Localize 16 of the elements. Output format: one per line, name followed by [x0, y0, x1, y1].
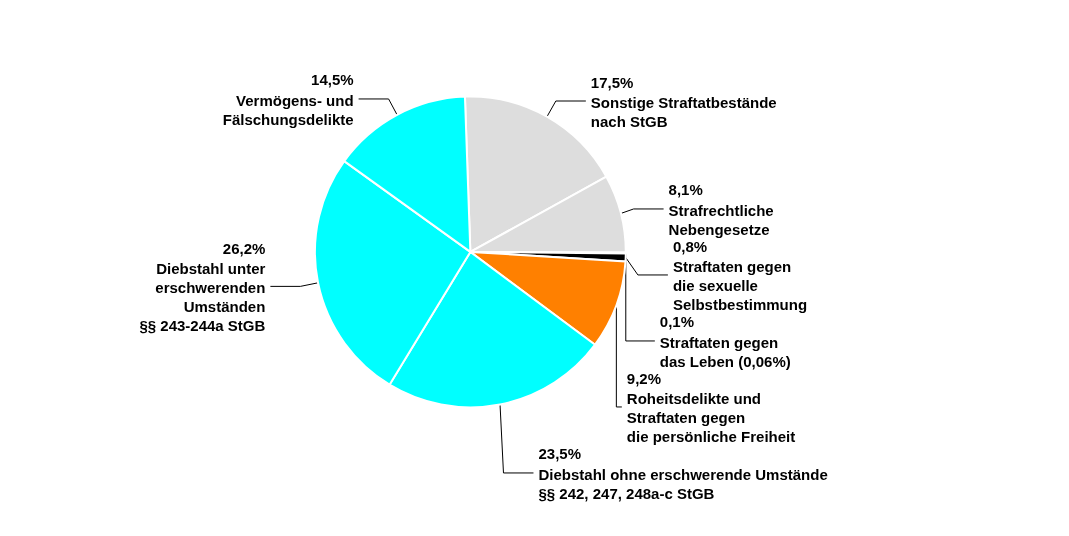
slice-label: Sonstige Straftatbestände nach StGB — [590, 94, 777, 131]
data-label: 0,1% — [659, 313, 695, 331]
slice-label: Straftaten gegen das Leben (0,06%) — [659, 333, 791, 370]
data-label: 26,2% — [222, 239, 266, 257]
slice-label: Vermögens- und Fälschungsdelikte — [222, 91, 354, 128]
data-label: 17,5% — [590, 73, 634, 91]
data-label: 9,2% — [626, 369, 662, 387]
slice-label: Diebstahl ohne erschwerende Umstände §§ 242, 247, 248a-c StGB — [538, 465, 828, 502]
slice-label: Roheitsdelikte und Straftaten gegen die persönliche Freiheit — [626, 390, 796, 446]
slice-label: Diebstahl unter erschwerenden Umständen §§ 243-244a StGB — [139, 260, 266, 335]
slice-label: Straftaten gegen die sexuelle Selbstbestimmung — [672, 258, 808, 314]
data-label: 14,5% — [311, 71, 354, 89]
data-label: 8,1% — [668, 181, 703, 199]
data-label: 23,5% — [538, 445, 582, 463]
slice-label: Strafrechtliche Nebengesetze — [668, 201, 774, 238]
data-label: 0,8% — [672, 237, 708, 255]
